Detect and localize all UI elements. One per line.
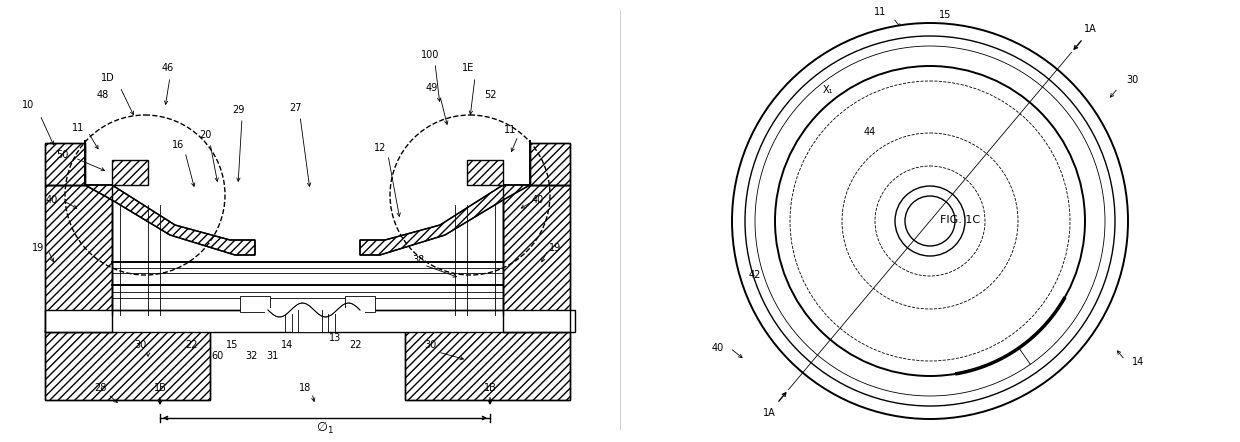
Text: 1B: 1B xyxy=(484,383,496,393)
Polygon shape xyxy=(86,140,255,255)
FancyBboxPatch shape xyxy=(291,310,329,332)
Text: 11: 11 xyxy=(874,7,887,17)
FancyBboxPatch shape xyxy=(345,296,374,312)
Text: 22: 22 xyxy=(186,340,198,350)
Text: 48: 48 xyxy=(97,90,109,100)
Text: 29: 29 xyxy=(232,105,244,115)
Text: 14: 14 xyxy=(1132,357,1145,367)
FancyBboxPatch shape xyxy=(265,308,365,314)
Circle shape xyxy=(905,196,955,246)
Text: 50: 50 xyxy=(56,150,68,160)
FancyBboxPatch shape xyxy=(45,330,210,400)
FancyBboxPatch shape xyxy=(45,185,112,332)
Text: 52: 52 xyxy=(484,90,496,100)
FancyBboxPatch shape xyxy=(529,143,570,185)
Text: $\varnothing_1$: $\varnothing_1$ xyxy=(316,420,334,436)
Text: 49: 49 xyxy=(425,83,438,93)
Text: 46: 46 xyxy=(162,63,174,73)
Text: 22: 22 xyxy=(348,340,361,350)
Text: 20: 20 xyxy=(198,130,211,140)
Text: 32: 32 xyxy=(246,351,258,361)
Text: 15: 15 xyxy=(939,10,951,20)
Text: 1D: 1D xyxy=(102,73,115,83)
Text: 100: 100 xyxy=(420,50,439,60)
Text: 11: 11 xyxy=(72,123,84,133)
FancyBboxPatch shape xyxy=(298,310,322,332)
Text: 1A: 1A xyxy=(763,408,776,418)
Text: 40: 40 xyxy=(712,343,724,353)
Text: 11: 11 xyxy=(503,125,516,135)
Text: 44: 44 xyxy=(864,127,877,137)
FancyBboxPatch shape xyxy=(503,185,570,332)
Text: 19: 19 xyxy=(549,243,562,253)
Text: 19: 19 xyxy=(32,243,45,253)
Text: 13: 13 xyxy=(329,333,341,343)
Text: 38: 38 xyxy=(412,255,424,265)
Text: X₁: X₁ xyxy=(823,85,833,95)
Circle shape xyxy=(732,23,1128,419)
Circle shape xyxy=(895,186,965,256)
Text: 60: 60 xyxy=(212,351,224,361)
Polygon shape xyxy=(360,140,529,255)
Text: 14: 14 xyxy=(281,340,293,350)
FancyBboxPatch shape xyxy=(45,310,575,332)
Text: 28: 28 xyxy=(94,383,107,393)
Text: 40: 40 xyxy=(532,195,544,205)
Text: 27: 27 xyxy=(289,103,301,113)
Text: 42: 42 xyxy=(749,270,761,280)
Text: 40: 40 xyxy=(46,195,58,205)
Circle shape xyxy=(775,66,1085,376)
Text: 16: 16 xyxy=(172,140,184,150)
Text: 15: 15 xyxy=(226,340,238,350)
Text: FIG. 1C: FIG. 1C xyxy=(940,215,980,225)
FancyBboxPatch shape xyxy=(241,296,270,312)
Circle shape xyxy=(745,36,1115,406)
Circle shape xyxy=(755,46,1105,396)
Text: 10: 10 xyxy=(22,100,35,110)
Text: 30: 30 xyxy=(424,340,436,350)
FancyBboxPatch shape xyxy=(405,330,570,400)
Text: 30: 30 xyxy=(1126,75,1138,85)
Text: 18: 18 xyxy=(299,383,311,393)
FancyBboxPatch shape xyxy=(112,160,148,185)
Text: 12: 12 xyxy=(373,143,386,153)
Text: 30: 30 xyxy=(134,340,146,350)
FancyBboxPatch shape xyxy=(467,160,503,185)
Text: 1B: 1B xyxy=(154,383,166,393)
Text: 1E: 1E xyxy=(461,63,474,73)
FancyBboxPatch shape xyxy=(45,143,86,185)
Text: 1A: 1A xyxy=(1084,24,1097,34)
Text: 31: 31 xyxy=(265,351,278,361)
